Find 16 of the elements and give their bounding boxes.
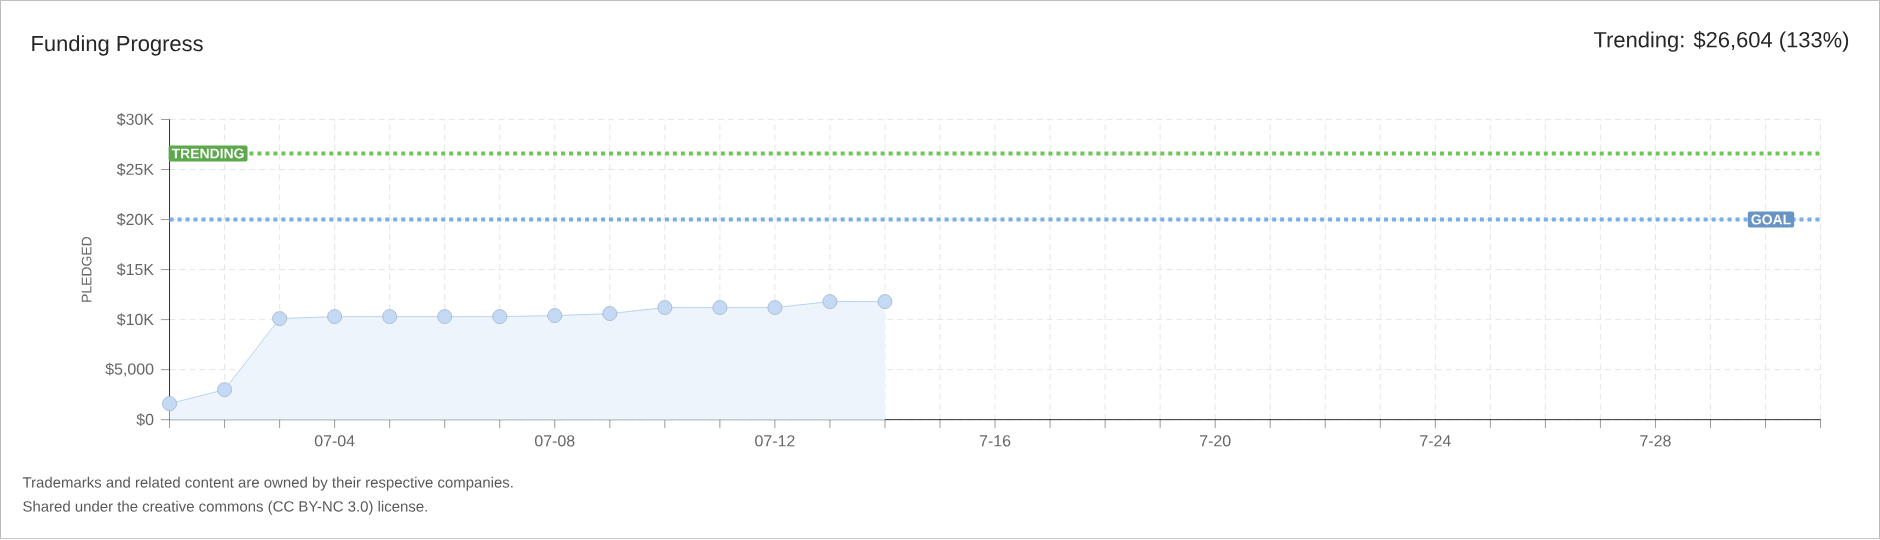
point	[657, 300, 673, 316]
point	[437, 309, 453, 325]
point	[602, 306, 618, 322]
point	[547, 308, 563, 324]
point	[162, 396, 177, 412]
point	[877, 294, 893, 310]
point	[822, 294, 838, 310]
chart-subtitle: Trending: $26,604 (133%)	[1593, 31, 1849, 53]
point	[492, 309, 508, 325]
point	[327, 309, 343, 325]
point	[272, 311, 288, 327]
point	[217, 382, 232, 398]
point	[767, 300, 783, 316]
point	[712, 300, 728, 316]
point	[382, 309, 398, 325]
chart-title: Funding Progress	[32, 35, 203, 57]
